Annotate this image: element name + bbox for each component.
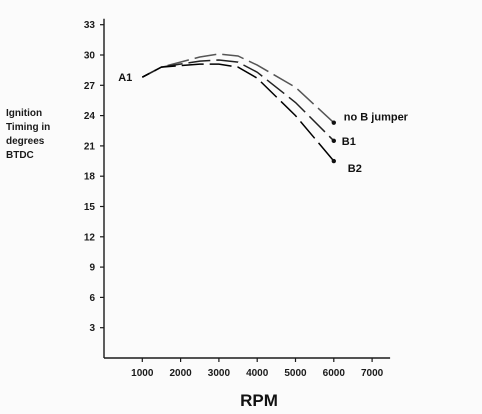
x-tick-label-2000: 2000 — [169, 368, 192, 379]
x-tick-label-7000: 7000 — [361, 368, 384, 379]
y-tick-label-9: 9 — [89, 263, 95, 274]
start-label-a1: A1 — [118, 72, 132, 84]
series-label-b2: B2 — [348, 163, 362, 175]
x-tick-label-6000: 6000 — [323, 368, 346, 379]
y-tick-label-24: 24 — [84, 111, 96, 122]
y-tick-label-21: 21 — [84, 141, 96, 152]
y-tick-label-15: 15 — [84, 202, 96, 213]
x-axis-label: RPM — [240, 391, 278, 410]
y-axis-label-line-4: BTDC — [6, 150, 34, 161]
x-tick-label-3000: 3000 — [208, 368, 231, 379]
y-tick-label-18: 18 — [84, 172, 96, 183]
axes — [103, 18, 391, 359]
series-label-b1: B1 — [342, 136, 356, 148]
series-line-b1 — [141, 59, 335, 142]
series-endpoint-b1 — [331, 138, 336, 144]
y-axis-label-line-3: degrees — [6, 136, 45, 147]
x-tick-label-1000: 1000 — [131, 368, 154, 379]
y-tick-label-33: 33 — [84, 20, 96, 31]
series-lines — [141, 53, 336, 164]
y-axis-label: Ignition Timing in degrees BTDC — [6, 108, 50, 161]
series-line-b2 — [141, 63, 335, 162]
series-labels: no B jumper B1 B2 A1 — [118, 72, 408, 175]
y-ticks: 3 6 9 12 15 18 21 24 27 30 33 — [84, 20, 104, 334]
x-ticks: 1000 2000 3000 4000 5000 6000 7000 — [131, 358, 384, 379]
y-tick-label-30: 30 — [84, 51, 96, 62]
series-label-no-b-jumper: no B jumper — [344, 112, 409, 124]
y-tick-label-12: 12 — [84, 232, 96, 243]
y-tick-label-27: 27 — [84, 81, 96, 92]
y-tick-label-6: 6 — [89, 293, 95, 304]
series-line-no-b-jumper — [141, 53, 335, 124]
y-axis-label-line-2: Timing in — [6, 122, 50, 133]
y-tick-label-3: 3 — [89, 323, 95, 334]
series-endpoint-no-b-jumper — [331, 120, 336, 125]
x-tick-label-4000: 4000 — [246, 368, 269, 379]
x-tick-label-5000: 5000 — [284, 368, 307, 379]
y-axis-label-line-1: Ignition — [6, 108, 42, 119]
series-endpoint-b2 — [331, 158, 336, 164]
